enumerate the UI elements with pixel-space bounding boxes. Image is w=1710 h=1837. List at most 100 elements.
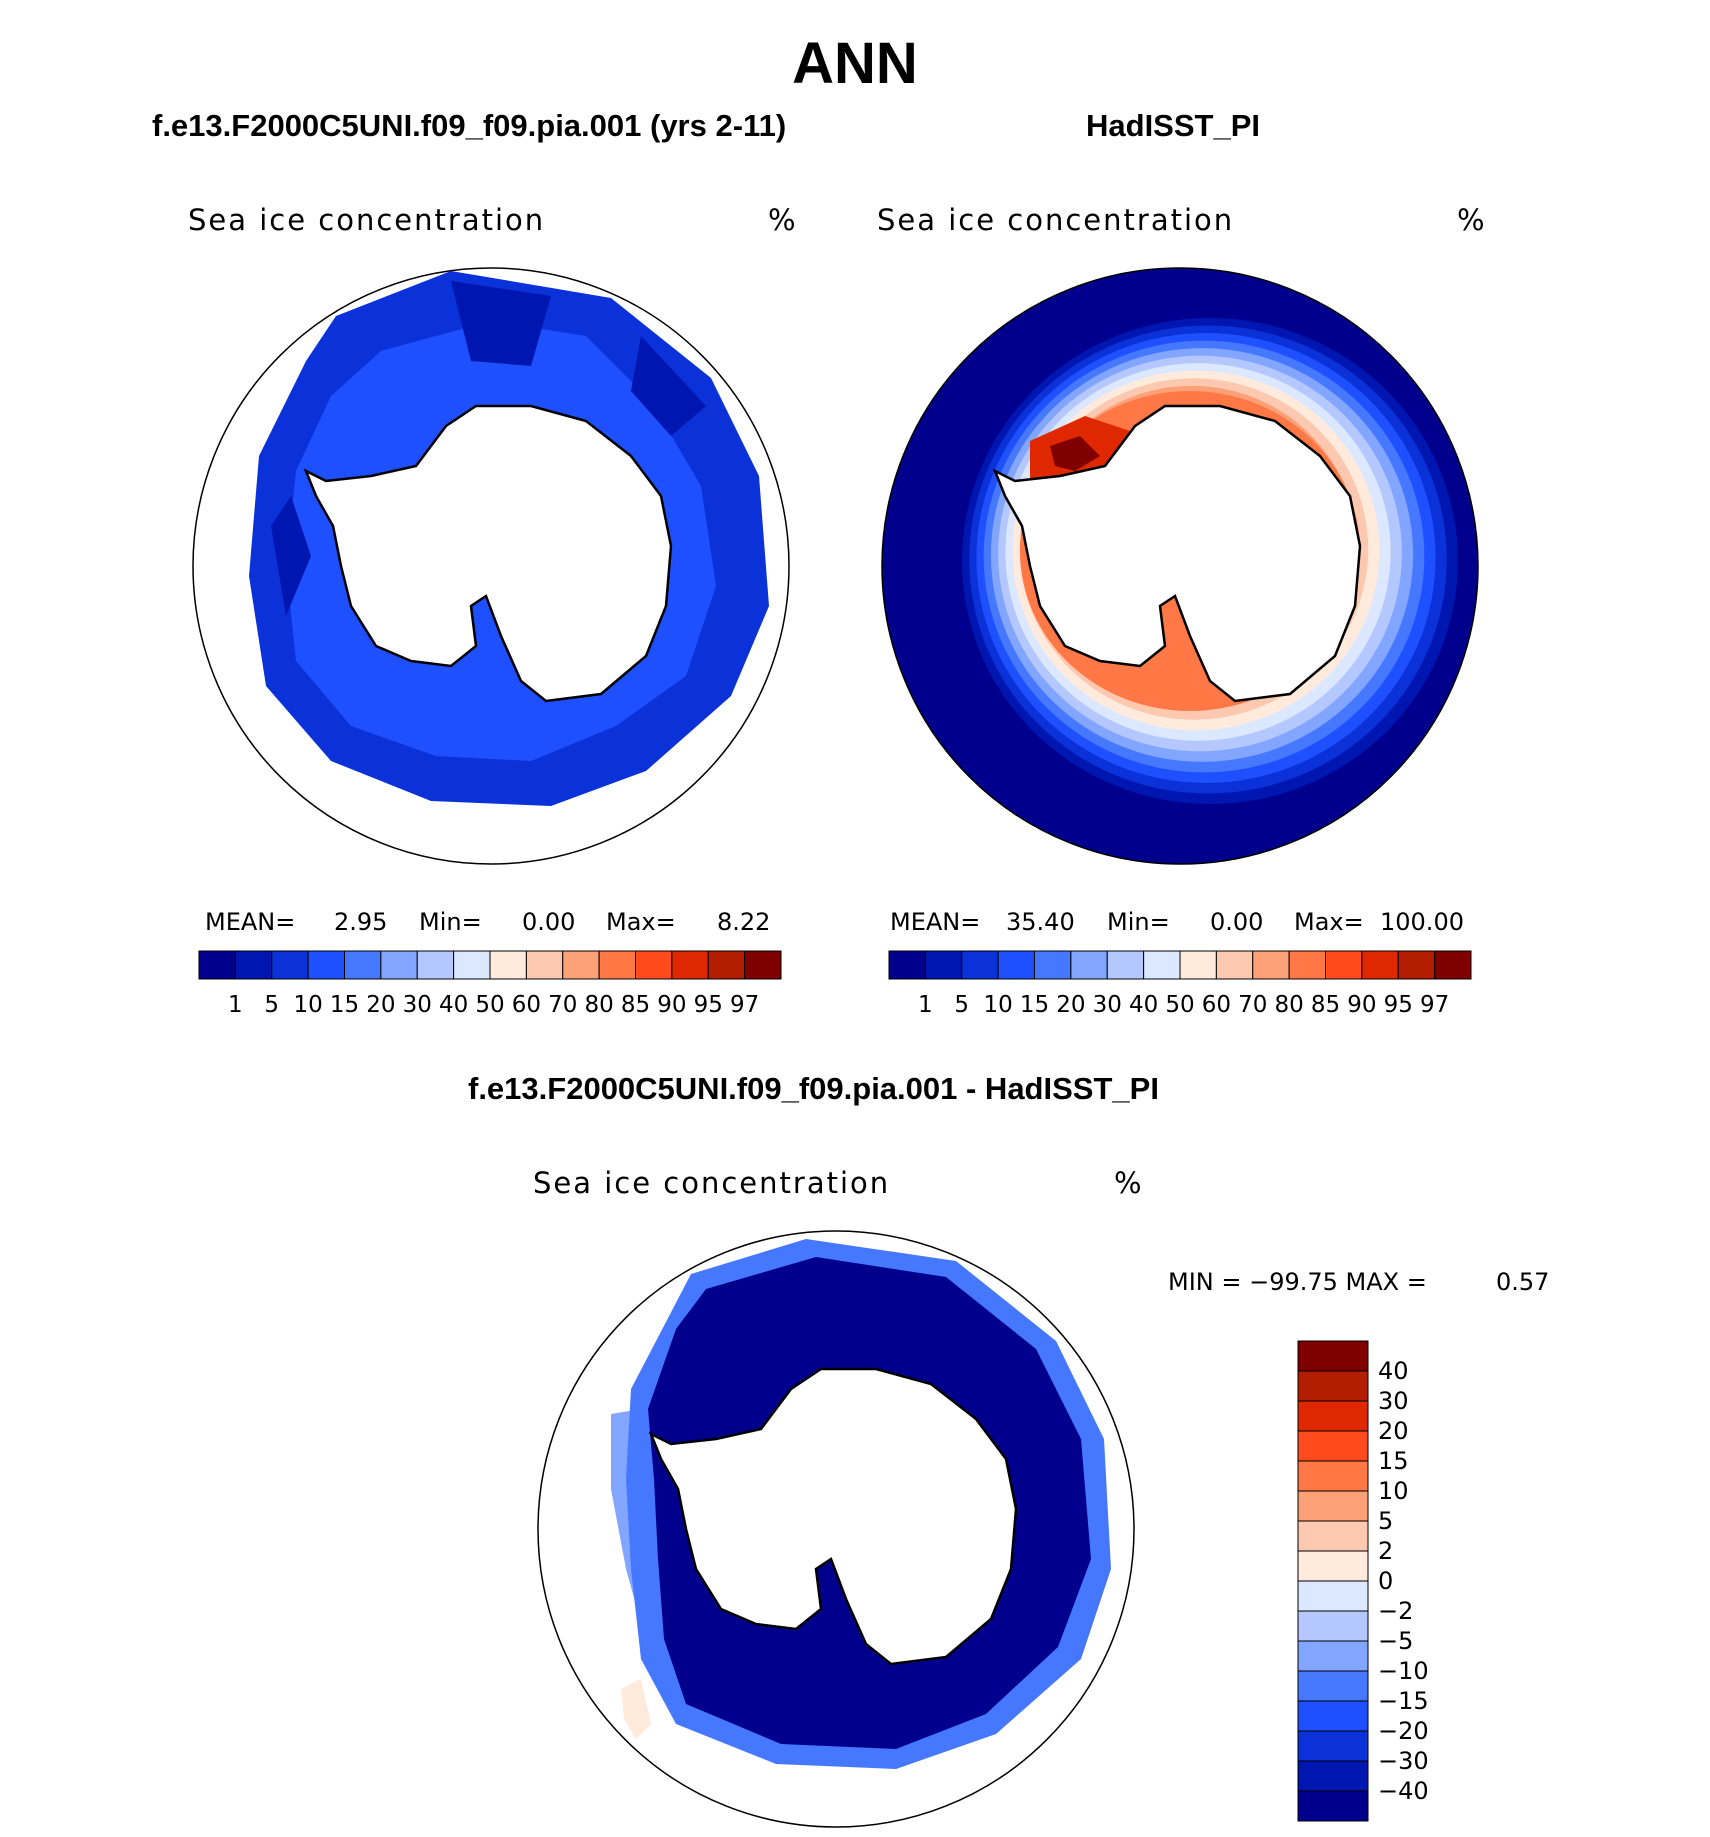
diff-max-value: 0.57 (1496, 1268, 1550, 1296)
colorbar-right-tick-label: 40 (1128, 992, 1159, 1018)
colorbar-diff-tick-label: −40 (1378, 1777, 1429, 1805)
colorbar-diff-tick-label: 20 (1378, 1417, 1409, 1445)
map-left-ice-deep (271, 281, 706, 616)
colorbar-left (198, 950, 782, 980)
left-mean-label: MEAN= (205, 908, 296, 936)
colorbar-left-tick-label: 80 (584, 992, 614, 1018)
colorbar-diff (1297, 1340, 1369, 1822)
colorbar-left-swatch-7 (416, 950, 455, 980)
colorbar-left-swatch-12 (598, 950, 636, 980)
colorbar-diff-tick-label: −15 (1378, 1687, 1429, 1715)
colorbar-diff-swatch-14 (1297, 1400, 1369, 1432)
colorbar-left-tick-label: 60 (511, 992, 542, 1018)
colorbar-right (888, 950, 1472, 980)
panel-right-variable-label: Sea ice concentration (877, 203, 1235, 237)
colorbar-diff-tick-label: 5 (1378, 1507, 1394, 1535)
colorbar-diff-swatch-12 (1297, 1460, 1369, 1492)
colorbar-right-tick-label: 50 (1165, 992, 1195, 1018)
colorbar-diff-swatch-8 (1297, 1580, 1369, 1612)
colorbar-left-tick-label: 85 (620, 992, 651, 1018)
map-right-antarctica (992, 404, 1362, 703)
colorbar-diff-tick-label: 10 (1378, 1477, 1409, 1505)
colorbar-left-swatch-8 (453, 950, 491, 980)
colorbar-right-tick-label: 15 (1019, 992, 1050, 1018)
colorbar-left-swatch-10 (525, 950, 564, 980)
colorbar-diff-swatch-15 (1297, 1370, 1369, 1402)
colorbar-diff-swatch-2 (1297, 1760, 1369, 1792)
panel-right-heading: HadISST_PI (1086, 108, 1260, 143)
colorbar-right-swatch-14 (1361, 950, 1399, 980)
colorbar-diff-ticks: −40 −30 −20 −15 −10 −5 −2 0 2 5 10 15 20 30 40 (1378, 1341, 1498, 1821)
colorbar-left-swatch-3 (271, 950, 309, 980)
figure-title: ANN (792, 31, 918, 96)
colorbar-left-ticks: 1 5 10 15 20 30 40 50 60 70 80 85 90 95 97 (199, 992, 781, 1022)
panel-right-unit: % (1457, 203, 1487, 237)
colorbar-diff-tick-label: −2 (1378, 1597, 1414, 1625)
colorbar-left-tick-label: 70 (548, 992, 578, 1018)
colorbar-diff-swatch-16 (1297, 1340, 1369, 1372)
colorbar-left-tick-label: 15 (329, 992, 360, 1018)
colorbar-diff-swatch-4 (1297, 1700, 1369, 1732)
colorbar-left-swatch-2 (234, 950, 273, 980)
colorbar-right-swatch-10 (1215, 950, 1254, 980)
colorbar-diff-tick-label: 0 (1378, 1567, 1394, 1595)
colorbar-right-swatch-2 (924, 950, 963, 980)
colorbar-right-tick-label: 97 (1419, 992, 1450, 1018)
colorbar-right-swatch-8 (1143, 950, 1181, 980)
map-left-antarctica (303, 404, 673, 703)
map-left (192, 267, 790, 865)
right-max-value: 100.00 (1380, 908, 1464, 936)
colorbar-diff-swatch-1 (1297, 1790, 1369, 1822)
colorbar-right-tick-label: 60 (1201, 992, 1232, 1018)
colorbar-diff-swatch-6 (1297, 1640, 1369, 1672)
colorbar-left-swatch-4 (307, 950, 345, 980)
colorbar-right-swatch-1 (888, 950, 926, 980)
colorbar-left-swatch-14 (671, 950, 709, 980)
colorbar-left-swatch-5 (344, 950, 382, 980)
colorbar-diff-swatch-13 (1297, 1430, 1369, 1462)
colorbar-left-swatch-11 (562, 950, 600, 980)
colorbar-right-tick-label: 95 (1383, 992, 1413, 1018)
colorbar-right-tick-label: 5 (954, 992, 970, 1018)
colorbar-right-tick-label: 20 (1056, 992, 1086, 1018)
colorbar-diff-swatch-3 (1297, 1730, 1369, 1762)
colorbar-right-ticks: 1 5 10 15 20 30 40 50 60 70 80 85 90 95 97 (889, 992, 1471, 1022)
diff-minmax-text: MIN = −99.75 MAX = (1168, 1268, 1427, 1296)
colorbar-diff-tick-label: 30 (1378, 1387, 1409, 1415)
diff-variable-label: Sea ice concentration (533, 1166, 891, 1200)
colorbar-left-tick-label: 30 (402, 992, 432, 1018)
left-mean-value: 2.95 (334, 908, 388, 936)
colorbar-right-tick-label: 90 (1347, 992, 1377, 1018)
right-min-value: 0.00 (1210, 908, 1264, 936)
colorbar-right-swatch-3 (961, 950, 999, 980)
colorbar-left-tick-label: 10 (293, 992, 323, 1018)
colorbar-left-tick-label: 5 (264, 992, 280, 1018)
colorbar-right-swatch-4 (997, 950, 1035, 980)
panel-left-variable-label: Sea ice concentration (188, 203, 546, 237)
colorbar-right-tick-label: 30 (1092, 992, 1122, 1018)
map-diff (537, 1230, 1135, 1828)
right-max-label: Max= (1294, 908, 1364, 936)
colorbar-diff-tick-label: 40 (1378, 1357, 1409, 1385)
colorbar-right-swatch-6 (1070, 950, 1108, 980)
map-right-max-spot (1050, 436, 1100, 471)
map-right (881, 267, 1479, 865)
colorbar-diff-tick-label: −30 (1378, 1747, 1429, 1775)
colorbar-left-tick-label: 20 (366, 992, 396, 1018)
colorbar-right-tick-label: 80 (1274, 992, 1304, 1018)
left-max-label: Max= (606, 908, 676, 936)
left-min-value: 0.00 (522, 908, 576, 936)
colorbar-right-tick-label: 85 (1310, 992, 1341, 1018)
colorbar-diff-tick-label: 15 (1378, 1447, 1409, 1475)
map-diff-positive-patch (621, 1679, 651, 1739)
left-min-label: Min= (419, 908, 482, 936)
colorbar-diff-swatch-10 (1297, 1520, 1369, 1552)
map-diff-antarctica (648, 1367, 1018, 1666)
right-mean-label: MEAN= (890, 908, 981, 936)
colorbar-diff-swatch-9 (1297, 1550, 1369, 1582)
colorbar-left-tick-label: 97 (729, 992, 760, 1018)
colorbar-diff-tick-label: −20 (1378, 1717, 1429, 1745)
colorbar-right-swatch-13 (1325, 950, 1363, 980)
colorbar-right-swatch-12 (1288, 950, 1326, 980)
colorbar-right-swatch-11 (1252, 950, 1290, 980)
